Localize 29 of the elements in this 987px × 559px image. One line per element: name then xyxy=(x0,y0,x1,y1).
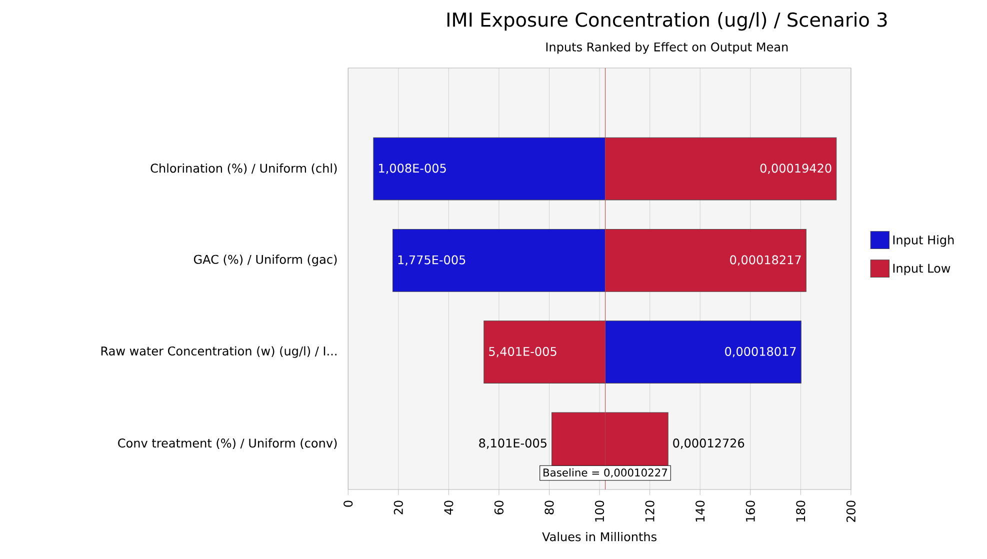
annotation: Baseline = 0,00010227 xyxy=(544,468,668,478)
annotation: 0,00012726 xyxy=(673,438,744,449)
chart-subtitle: Inputs Ranked by Effect on Output Mean xyxy=(546,42,788,54)
annotation: 0,00018217 xyxy=(730,255,801,266)
y-tick-label: GAC (%) / Uniform (gac) xyxy=(194,254,337,266)
legend-label: Input Low xyxy=(893,264,950,276)
annotation: 8,101E-005 xyxy=(479,438,546,449)
annotation: 1,775E-005 xyxy=(398,255,466,266)
x-tick-label: 100 xyxy=(594,500,604,522)
annotation: 0,00018017 xyxy=(725,346,796,358)
annotation: 5,401E-005 xyxy=(489,346,556,358)
y-tick-label: Chlorination (%) / Uniform (chl) xyxy=(150,164,337,174)
x-tick-label: 200 xyxy=(846,500,856,522)
annotation: 0,00019420 xyxy=(760,164,832,174)
x-tick-label: 180 xyxy=(796,500,806,522)
legend-label: Input High xyxy=(893,235,954,247)
x-axis-title: Values in Millionths xyxy=(542,532,656,542)
x-tick-label: 160 xyxy=(746,500,755,522)
x-tick-label: 80 xyxy=(544,500,554,514)
chart-title: IMI Exposure Concentration (ug/l) / Scenario 3 xyxy=(447,12,887,31)
y-tick-label: Raw water Concentration (w) (ug/l) / I... xyxy=(101,346,336,358)
x-tick-label: 20 xyxy=(394,500,403,514)
x-tick-label: 0 xyxy=(344,500,353,507)
x-tick-label: 40 xyxy=(444,500,454,515)
x-tick-label: 140 xyxy=(696,500,705,522)
x-tick-label: 60 xyxy=(494,500,504,514)
y-tick-label: Conv treatment (%) / Uniform (conv) xyxy=(118,438,337,450)
annotation: 1,008E-005 xyxy=(379,164,446,174)
x-tick-label: 120 xyxy=(645,500,654,522)
